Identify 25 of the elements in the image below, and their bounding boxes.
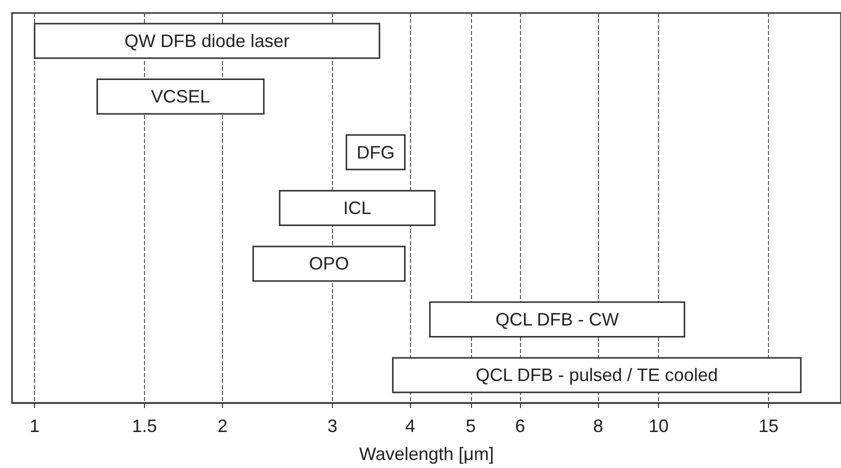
x-tick-label: 2 (217, 416, 228, 436)
y-tick-label: ICL (343, 198, 372, 218)
y-tick-label: VCSEL (151, 86, 210, 107)
bar (392, 357, 802, 394)
x-tick-label: 1 (30, 416, 40, 436)
x-tick-label: 6 (515, 416, 526, 436)
x-tick-label: 5 (466, 416, 476, 436)
x-axis-title: Wavelength [μm] (359, 444, 494, 464)
bar (278, 190, 436, 226)
bar (252, 246, 406, 282)
y-tick-label: OPO (308, 254, 349, 274)
x-tick-label: 8 (593, 416, 604, 436)
bar (34, 22, 380, 59)
x-tick-label: 10 (648, 416, 669, 436)
bar (346, 134, 406, 170)
y-tick-label: QCL DFB - CW (496, 309, 619, 330)
x-tick-label: 15 (758, 416, 779, 436)
bar (96, 78, 265, 115)
y-tick-label: DFG (356, 142, 395, 162)
x-tick-label: 4 (405, 416, 416, 436)
bar (429, 301, 686, 338)
y-tick-label: QCL DFB - pulsed / TE cooled (476, 365, 718, 386)
x-tick-label: 1.5 (132, 416, 157, 436)
y-tick-label: QW DFB diode laser (124, 30, 290, 51)
x-tick-label: 3 (327, 416, 338, 436)
